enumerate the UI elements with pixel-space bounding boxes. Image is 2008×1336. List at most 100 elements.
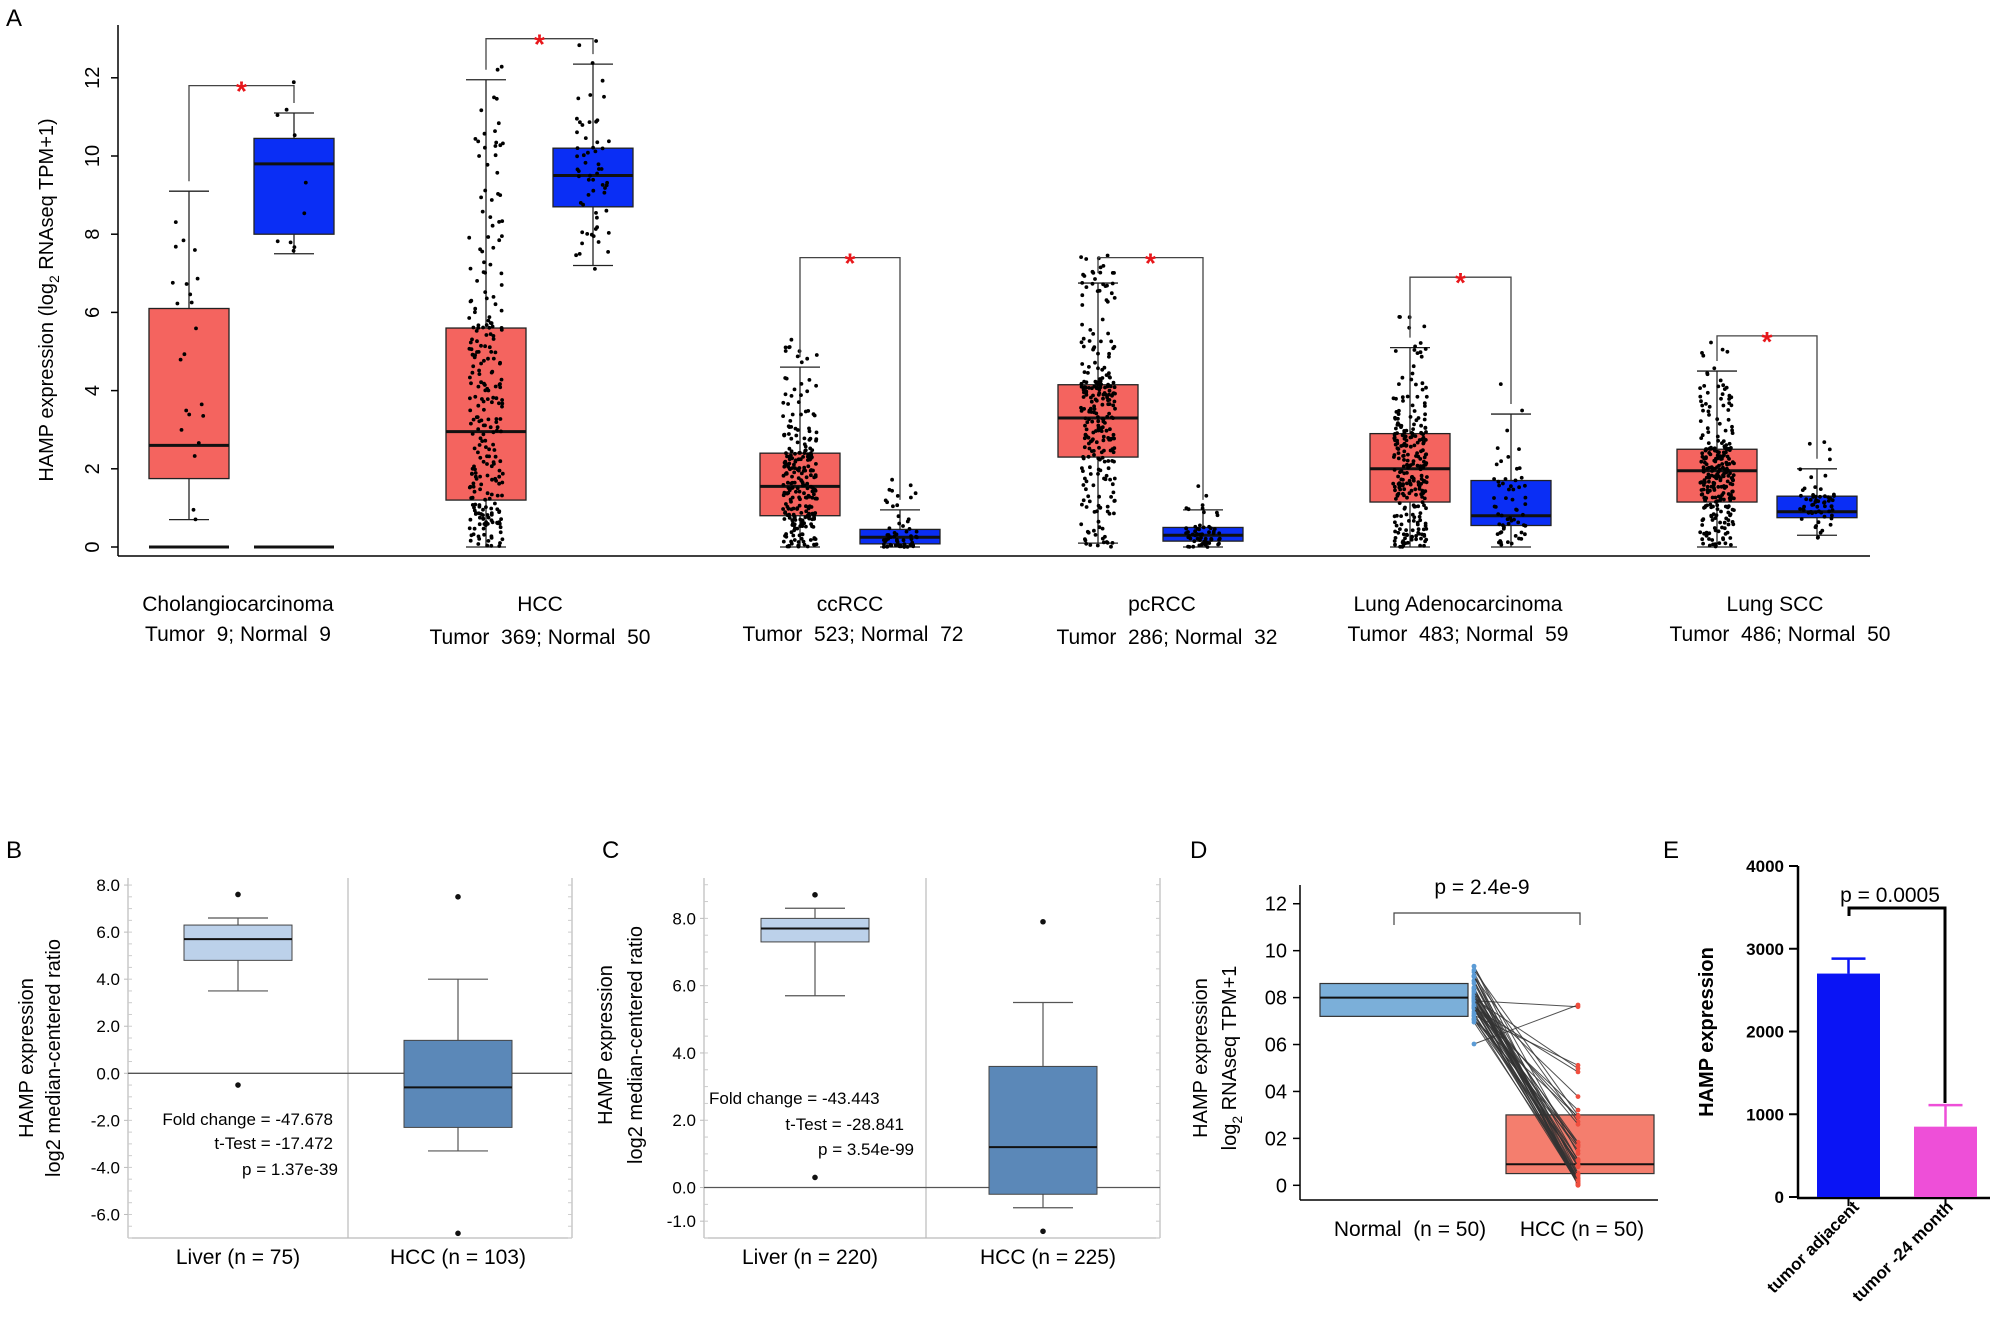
panel-d-y-tick-label: 0 bbox=[1276, 1175, 1287, 1197]
panel-a-data-point bbox=[1706, 409, 1711, 414]
panel-a-data-point bbox=[1804, 497, 1809, 502]
panel-a-data-point bbox=[1495, 532, 1500, 536]
panel-a-data-point bbox=[478, 455, 483, 460]
panel-a-data-point bbox=[1510, 497, 1515, 502]
panel-d-y-tick-label: 02 bbox=[1265, 1128, 1287, 1150]
panel-a-data-point bbox=[1702, 495, 1707, 500]
panel-a-data-point bbox=[1401, 543, 1406, 548]
panel-a-data-point bbox=[607, 139, 611, 144]
panel-a-data-point bbox=[500, 493, 504, 498]
panel-a-data-point bbox=[1196, 484, 1201, 488]
panel-a-y-tick-label: 12 bbox=[82, 67, 104, 89]
panel-a-data-point bbox=[491, 356, 496, 361]
panel-a-data-point bbox=[1811, 495, 1816, 499]
panel-a-data-point bbox=[1111, 432, 1116, 437]
panel-a-data-point bbox=[1705, 484, 1710, 489]
panel-a-data-point bbox=[801, 468, 806, 473]
panel-a-data-point bbox=[469, 298, 474, 303]
panel-a-data-point bbox=[1407, 478, 1412, 483]
panel-a-data-point bbox=[1406, 540, 1410, 545]
panel-a-data-point bbox=[494, 417, 499, 421]
panel-a-data-point bbox=[595, 215, 599, 220]
panel-a-data-point bbox=[1799, 517, 1804, 521]
panel-a-data-point bbox=[495, 521, 500, 526]
panel-a-data-point bbox=[481, 516, 486, 521]
panel-a-significance-star: * bbox=[236, 76, 247, 107]
panel-a-data-point bbox=[593, 267, 597, 271]
panel-a-data-point bbox=[1087, 365, 1091, 369]
panel-a-data-point bbox=[1726, 510, 1731, 515]
panel-a-data-point bbox=[803, 448, 808, 453]
panel-a-data-point bbox=[585, 232, 590, 236]
panel-a-data-point bbox=[1402, 493, 1406, 498]
panel-a-data-point bbox=[1098, 380, 1102, 385]
panel-a-data-point bbox=[810, 489, 815, 494]
panel-a-data-point bbox=[1418, 467, 1423, 472]
panel-a-data-point bbox=[486, 318, 491, 323]
panel-a-data-point bbox=[1420, 495, 1424, 499]
panel-b-y-label-line2: log2 median-centered ratio bbox=[43, 939, 65, 1177]
panel-a-data-point bbox=[1514, 508, 1519, 512]
panel-a-data-point bbox=[469, 421, 473, 426]
panel-a-data-point bbox=[887, 487, 892, 492]
panel-a-data-point bbox=[1086, 371, 1090, 375]
panel-a-data-point bbox=[1084, 285, 1089, 289]
panel-a-data-point bbox=[578, 201, 583, 205]
panel-a-data-point bbox=[491, 430, 496, 435]
panel-a-data-point bbox=[1394, 396, 1398, 401]
panel-a-data-point bbox=[1724, 443, 1729, 447]
panel-a-data-point bbox=[1732, 496, 1736, 501]
panel-a-data-point bbox=[1086, 494, 1091, 499]
panel-a-data-point bbox=[589, 232, 594, 237]
panel-a-data-point bbox=[1098, 270, 1103, 275]
panel-a-data-point bbox=[1397, 422, 1401, 427]
panel-a-data-point bbox=[1419, 477, 1424, 481]
panel-a-data-point bbox=[1715, 434, 1720, 439]
panel-a-data-point bbox=[1108, 427, 1112, 432]
panel-a-data-point bbox=[489, 534, 494, 539]
panel-a-data-point bbox=[1113, 391, 1117, 396]
panel-a-data-point bbox=[491, 395, 496, 400]
panel-d-hcc-point bbox=[1575, 1107, 1581, 1113]
panel-a-data-point bbox=[1704, 402, 1708, 406]
panel-a-data-point bbox=[1421, 527, 1426, 532]
panel-a-data-point bbox=[468, 266, 473, 271]
panel-a-data-point bbox=[468, 538, 473, 543]
panel-a-data-point bbox=[1100, 455, 1105, 460]
panel-a-data-point bbox=[1080, 502, 1084, 507]
panel-a-data-point bbox=[1092, 384, 1097, 389]
panel-a-data-point bbox=[1828, 496, 1833, 501]
panel-a-data-point bbox=[1100, 402, 1105, 407]
panel-a-data-point bbox=[473, 310, 477, 315]
panel-a-data-point bbox=[481, 325, 485, 330]
panel-a-data-point bbox=[1523, 532, 1527, 537]
panel-a-data-point bbox=[485, 397, 490, 401]
panel-a-data-point bbox=[789, 449, 794, 454]
panel-a-data-point bbox=[1412, 515, 1417, 520]
panel-a-data-point bbox=[477, 372, 482, 376]
panel-a-data-point bbox=[471, 417, 476, 422]
panel-a-data-point bbox=[490, 369, 495, 374]
panel-c: -1.0 0.0 2.0 4.0 6.0 8.0 HAMP expression log2… bbox=[595, 878, 1161, 1269]
panel-a-data-point bbox=[1093, 277, 1097, 281]
panel-a-data-point bbox=[1723, 532, 1728, 536]
panel-a-data-point bbox=[1710, 538, 1715, 542]
panel-a-data-point bbox=[1715, 472, 1719, 477]
panel-a-data-point bbox=[814, 430, 819, 435]
panel-a-data-point bbox=[1080, 322, 1084, 327]
panel-a-data-point bbox=[1409, 377, 1414, 382]
panel-a-data-point bbox=[1502, 525, 1506, 530]
panel-a-data-point bbox=[1412, 422, 1416, 427]
panel-a-data-point bbox=[477, 368, 481, 373]
panel-d-box bbox=[1319, 982, 1469, 1017]
panel-a-data-point bbox=[1404, 444, 1408, 448]
panel-a-data-point bbox=[1104, 373, 1109, 377]
panel-a-data-point bbox=[1511, 487, 1516, 492]
panel-a-data-point bbox=[806, 464, 811, 469]
panel-a-data-point bbox=[486, 356, 490, 361]
panel-a-data-point bbox=[799, 412, 803, 417]
panel-a-data-point bbox=[807, 426, 811, 431]
panel-a-data-point bbox=[1406, 465, 1410, 470]
panel-a-data-point bbox=[472, 446, 477, 451]
